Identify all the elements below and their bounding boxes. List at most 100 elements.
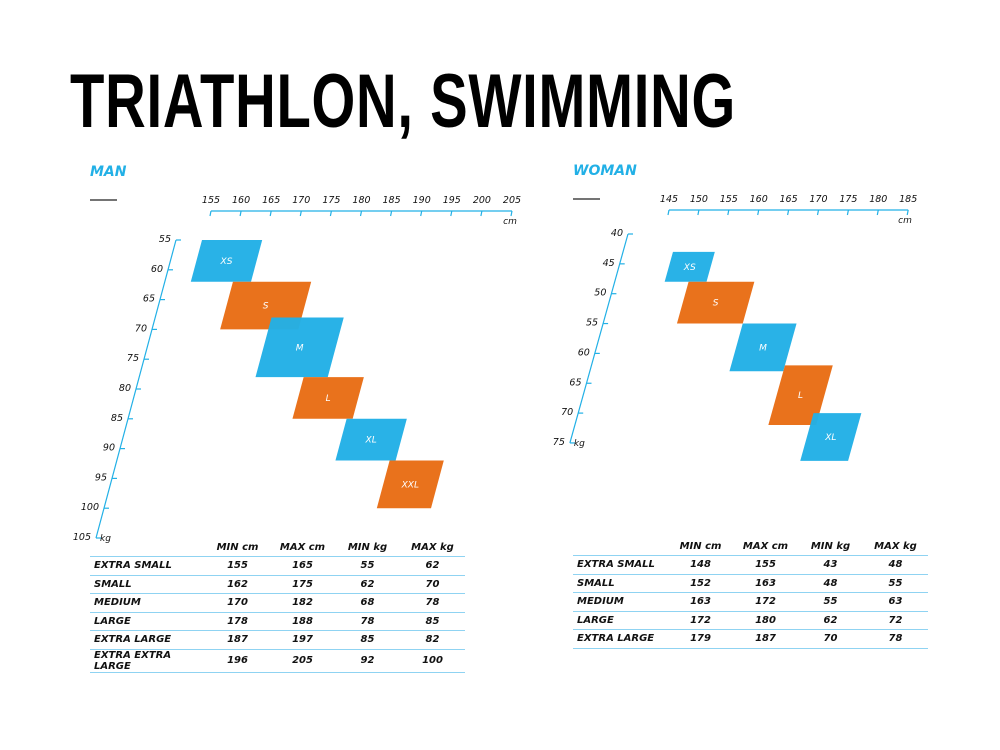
value-cell: 48 (863, 555, 928, 575)
x-tick (876, 209, 879, 216)
value-cell: 72 (863, 611, 928, 630)
y-tick-label: 85 (111, 413, 123, 424)
value-cell: 165 (270, 556, 335, 576)
x-tick-label: 155 (720, 194, 738, 205)
x-tick-label: 175 (322, 195, 340, 206)
x-tick (787, 209, 790, 216)
size-region-l (292, 377, 364, 419)
y-tick-label: 65 (569, 377, 581, 388)
value-cell: 188 (270, 612, 335, 631)
column-header: MAX cm (270, 538, 335, 557)
size-region-label: M (759, 343, 767, 353)
size-region-label: M (296, 343, 304, 353)
table-row: EXTRA LARGE 179 187 70 78 (573, 629, 928, 649)
x-tick-label: 185 (383, 195, 401, 206)
size-region-xs (664, 251, 715, 282)
x-tick (480, 210, 483, 217)
size-name-cell: EXTRA SMALL (573, 555, 668, 575)
table-row: SMALL 162 175 62 70 (90, 575, 465, 594)
y-tick-label: 75 (553, 437, 565, 448)
y-tick-label: 100 (81, 502, 99, 513)
x-tick-label: 200 (473, 195, 491, 206)
size-name-cell: LARGE (573, 611, 668, 630)
y-tick-label: 80 (119, 383, 131, 394)
value-cell: 152 (668, 574, 733, 593)
x-tick (299, 210, 302, 217)
column-header (90, 538, 205, 557)
x-tick-label: 145 (660, 194, 678, 205)
size-region-label: XL (824, 433, 836, 443)
x-tick-label: 180 (869, 194, 887, 205)
size-name-cell: SMALL (573, 574, 668, 593)
y-tick-label: 70 (561, 407, 573, 418)
man-table: MIN cm MAX cm MIN kg MAX kg EXTRA SMALL 155 16… (90, 538, 465, 673)
y-tick-label: 55 (159, 234, 171, 245)
column-header: MIN cm (205, 538, 270, 557)
x-tick-label: 205 (503, 195, 521, 206)
value-cell: 62 (400, 556, 465, 576)
chart-title: MAN (90, 164, 127, 180)
column-header: MAX kg (863, 537, 928, 556)
size-region-label: XS (683, 263, 696, 273)
x-tick (510, 210, 513, 217)
table-row: MEDIUM 170 182 68 78 (90, 593, 465, 613)
x-tick (450, 210, 453, 217)
value-cell: 55 (798, 592, 863, 612)
value-cell: 85 (335, 630, 400, 650)
x-tick-label: 175 (839, 194, 857, 205)
value-cell: 63 (863, 592, 928, 612)
woman-chart: WOMAN 145 150 155 160 165 170 175 180 185 cm 40 45 50… (553, 163, 917, 461)
x-tick-label: 150 (690, 194, 708, 205)
value-cell: 85 (400, 612, 465, 631)
size-region-xl (335, 418, 407, 461)
value-cell: 155 (733, 555, 798, 575)
size-region-m (729, 323, 797, 372)
x-tick-label: 160 (232, 195, 250, 206)
x-tick (697, 209, 700, 216)
y-tick-label: 55 (586, 318, 598, 329)
value-cell: 43 (798, 555, 863, 575)
value-cell: 78 (335, 612, 400, 631)
table-row: EXTRA SMALL 148 155 43 48 (573, 555, 928, 575)
x-tick (359, 210, 363, 217)
x-tick-label: 165 (780, 194, 798, 205)
value-cell: 78 (400, 593, 465, 613)
value-cell: 162 (205, 575, 270, 594)
size-name-cell: MEDIUM (90, 593, 205, 613)
x-tick (239, 210, 242, 217)
value-cell: 178 (205, 612, 270, 631)
value-cell: 55 (335, 556, 400, 576)
value-cell: 196 (205, 649, 270, 673)
size-region-xs (190, 240, 263, 282)
value-cell: 78 (863, 629, 928, 649)
value-cell: 187 (205, 630, 270, 650)
value-cell: 68 (335, 593, 400, 613)
y-tick-label: 50 (594, 288, 606, 299)
y-tick-label: 90 (103, 443, 115, 454)
value-cell: 55 (863, 574, 928, 593)
x-tick-label: 155 (202, 195, 220, 206)
value-cell: 197 (270, 630, 335, 650)
x-axis-label: cm (898, 216, 912, 226)
y-tick-label: 45 (603, 258, 615, 269)
x-tick (846, 209, 849, 216)
value-cell: 62 (798, 611, 863, 630)
size-name-cell: EXTRA LARGE (90, 630, 205, 650)
size-region-label: L (798, 391, 803, 401)
size-name-cell: SMALL (90, 575, 205, 594)
woman-table: MIN cm MAX cm MIN kg MAX kg EXTRA SMALL 148 15… (573, 537, 928, 649)
x-tick (727, 209, 730, 216)
y-tick-label: 60 (578, 347, 590, 358)
size-region-label: XL (365, 436, 377, 446)
chart-title: WOMAN (573, 163, 637, 179)
value-cell: 148 (668, 555, 733, 575)
x-tick-label: 195 (443, 195, 461, 206)
column-header: MIN cm (668, 537, 733, 556)
x-axis-label: cm (503, 217, 517, 227)
value-cell: 92 (335, 649, 400, 673)
size-region-m (255, 317, 344, 378)
column-header: MAX cm (733, 537, 798, 556)
value-cell: 175 (270, 575, 335, 594)
size-region-s (220, 281, 312, 330)
